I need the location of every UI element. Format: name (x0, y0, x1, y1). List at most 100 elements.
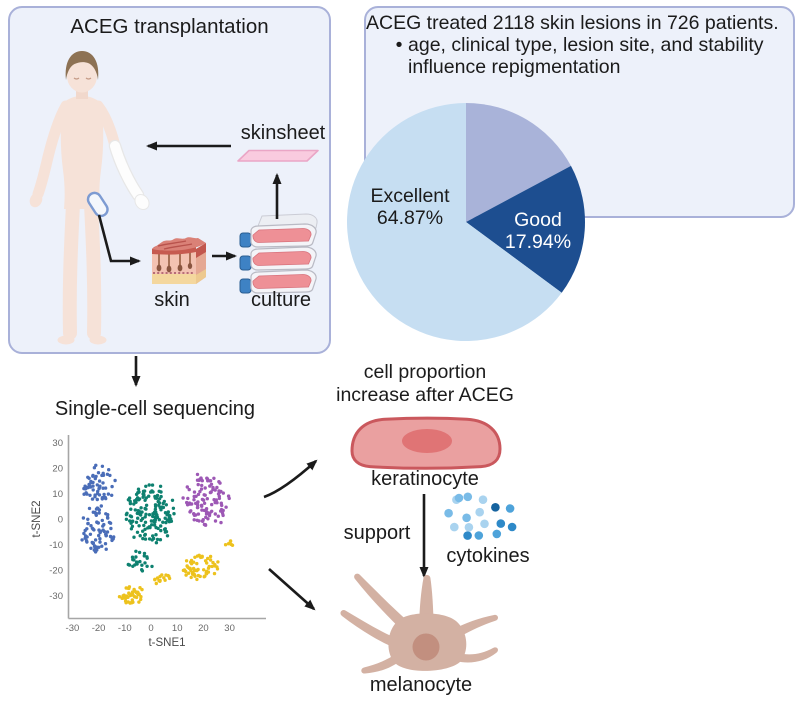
tsne-point (105, 530, 110, 534)
tsne-point (106, 492, 111, 496)
tsne-point (134, 590, 138, 595)
tsne-point (88, 493, 92, 497)
tsne-point (212, 476, 216, 480)
tsne-xtick: -30 (66, 623, 80, 634)
tsne-point (128, 514, 132, 518)
tsne-cluster-yellow-small (153, 573, 172, 586)
tsne-point (85, 492, 89, 496)
tsne-point (141, 536, 145, 541)
tsne-point (196, 573, 201, 578)
tsne-point (128, 499, 132, 504)
skinsheet-label: skinsheet (240, 122, 326, 144)
tsne-point (143, 520, 148, 524)
tsne-point (94, 463, 98, 467)
results-text: ACEG treated 2118 skin lesions in 726 pa… (366, 12, 794, 78)
tsne-point (162, 527, 167, 532)
cytokine-dot (478, 495, 488, 505)
tsne-point (213, 519, 218, 523)
tsne-point (103, 486, 108, 490)
tsne-point (188, 502, 192, 506)
tsne-xtick: -20 (92, 623, 106, 634)
tsne-point (186, 496, 190, 501)
tsne-point (211, 560, 215, 565)
tsne-point (138, 512, 142, 516)
tsne-point (97, 486, 102, 490)
tsne-point (138, 586, 142, 590)
tsne-point (202, 501, 207, 505)
tsne-point (136, 516, 140, 520)
tsne-point (86, 521, 90, 526)
tsne-point (83, 484, 87, 488)
skin-biopsy-icon (152, 237, 206, 284)
tsne-point (100, 497, 105, 501)
tsne-point (132, 502, 136, 506)
tsne-xtick: 10 (172, 623, 183, 634)
tsne-point (161, 520, 165, 524)
tsne-point (215, 501, 219, 505)
tsne-point (216, 560, 220, 564)
tsne-point (172, 512, 176, 516)
tsne-point (196, 503, 200, 507)
tsne-point (154, 512, 159, 517)
tsne-point (81, 516, 86, 520)
tsne-point (192, 490, 197, 494)
tsne-point (95, 497, 100, 502)
tsne-point (154, 581, 158, 586)
tsne-point (164, 503, 168, 507)
melanocyte-icon (340, 573, 499, 674)
tsne-point (110, 493, 114, 497)
tsne-point (153, 504, 158, 509)
flask-bottom (239, 269, 317, 294)
cytokine-dot (450, 522, 459, 532)
tsne-point (136, 509, 140, 513)
tsne-point (93, 510, 97, 515)
tsne-point (196, 482, 200, 487)
tsne-point (91, 488, 95, 492)
tsne-point (151, 490, 155, 494)
tsne-point (101, 481, 105, 485)
tsne-point (202, 575, 206, 579)
tsne-point (150, 523, 154, 527)
tsne-point (97, 545, 101, 549)
tsne-point (181, 496, 185, 500)
tsne-point (189, 575, 193, 580)
tsne-point (83, 487, 88, 491)
tsne-ytick: -30 (49, 591, 63, 602)
tsne-point (88, 532, 93, 536)
tsne-xtick: 20 (198, 623, 209, 634)
depigmented-hand (134, 193, 150, 211)
tsne-point (80, 538, 84, 542)
tsne-point (215, 567, 220, 571)
tsne-point (145, 564, 149, 568)
melanocyte-nucleus (412, 633, 440, 661)
tsne-point (130, 590, 135, 594)
tsne-point (153, 507, 158, 511)
cytokine-dot (475, 507, 485, 517)
tsne-point (157, 501, 162, 505)
tsne-xlabel: t-SNE1 (148, 637, 185, 649)
tsne-point (140, 563, 144, 567)
tsne-cluster-teal-tail (126, 549, 154, 573)
tsne-point (134, 560, 139, 564)
tsne-point (154, 541, 159, 545)
keratinocyte-icon (350, 416, 502, 470)
tsne-point (89, 524, 93, 528)
cytokine-dot (492, 529, 502, 539)
support-label: support (343, 522, 411, 544)
tsne-point (100, 544, 104, 548)
pie-label-excellent: Excellent 64.87% (370, 185, 450, 229)
tsne-point (130, 519, 135, 523)
tsne-point (170, 498, 175, 502)
tsne-point (146, 526, 150, 530)
tsne-point (99, 504, 104, 508)
tsne-point (219, 520, 223, 525)
tsne-point (101, 486, 105, 490)
tsne-point (143, 527, 147, 531)
tsne-point (130, 598, 134, 602)
tsne-point (150, 483, 155, 487)
tsne-point (147, 513, 152, 517)
tsne-point (223, 543, 228, 547)
tsne-point (110, 484, 114, 489)
keratinocyte-label: keratinocyte (371, 468, 479, 490)
tsne-point (153, 496, 158, 500)
